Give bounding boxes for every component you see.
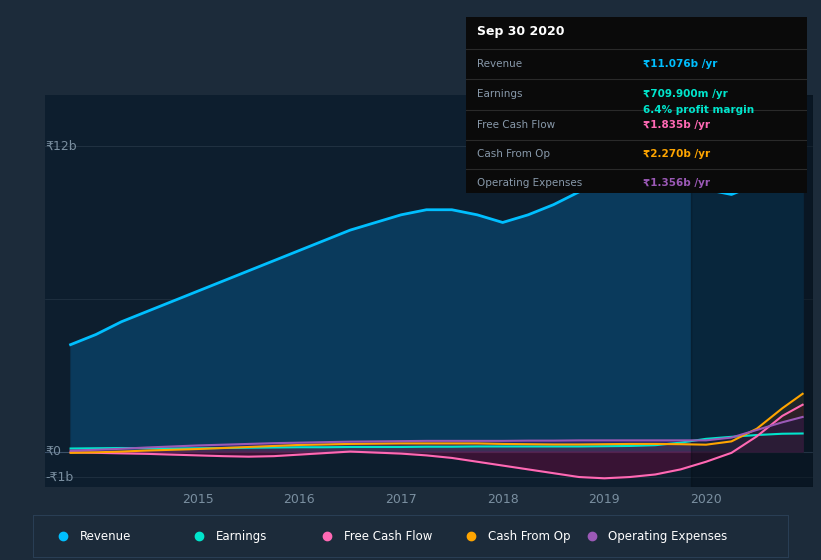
- Text: ₹11.076b /yr: ₹11.076b /yr: [644, 59, 718, 68]
- Text: Operating Expenses: Operating Expenses: [608, 530, 727, 543]
- Text: ₹1.356b /yr: ₹1.356b /yr: [644, 178, 710, 188]
- Text: ₹709.900m /yr: ₹709.900m /yr: [644, 88, 728, 99]
- Text: Revenue: Revenue: [80, 530, 131, 543]
- Text: Earnings: Earnings: [476, 88, 522, 99]
- Text: ₹0: ₹0: [45, 445, 61, 458]
- Text: ₹12b: ₹12b: [45, 139, 77, 153]
- Text: Cash From Op: Cash From Op: [488, 530, 570, 543]
- Text: Revenue: Revenue: [476, 59, 521, 68]
- Text: Cash From Op: Cash From Op: [476, 150, 549, 160]
- Text: ₹2.270b /yr: ₹2.270b /yr: [644, 150, 711, 160]
- Text: ₹1.835b /yr: ₹1.835b /yr: [644, 120, 710, 130]
- Text: Sep 30 2020: Sep 30 2020: [476, 25, 564, 38]
- Text: Earnings: Earnings: [216, 530, 267, 543]
- Text: -₹1b: -₹1b: [45, 470, 73, 483]
- Text: Free Cash Flow: Free Cash Flow: [344, 530, 433, 543]
- Text: Operating Expenses: Operating Expenses: [476, 178, 582, 188]
- Text: 6.4% profit margin: 6.4% profit margin: [644, 105, 754, 115]
- Text: Free Cash Flow: Free Cash Flow: [476, 120, 555, 130]
- Bar: [690, 95, 813, 487]
